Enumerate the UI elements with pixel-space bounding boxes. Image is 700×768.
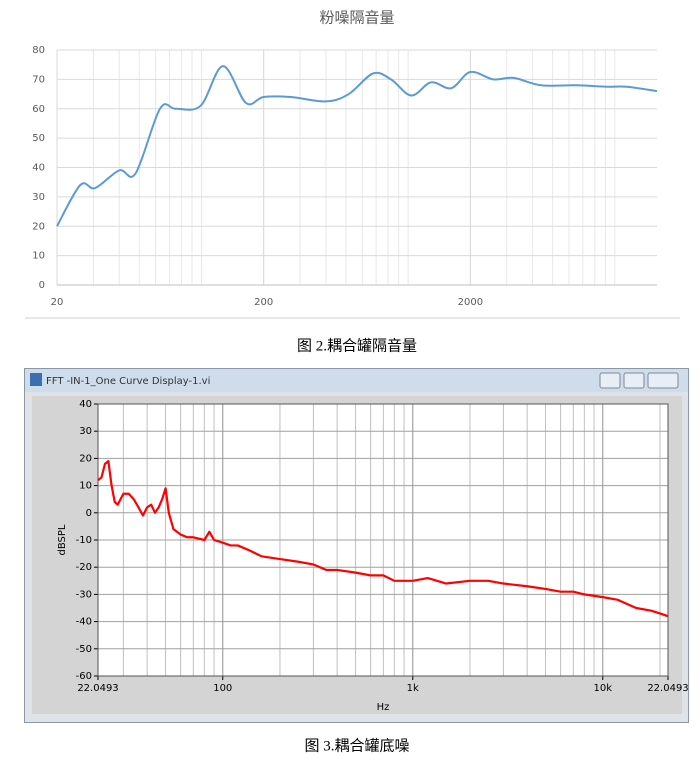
- y-tick-label: 30: [32, 192, 45, 203]
- x-tick-label: 20: [51, 297, 64, 308]
- x-tick-label: 2000: [458, 297, 483, 308]
- y-tick-label: 40: [32, 163, 45, 174]
- y-tick-label: 10: [32, 251, 45, 262]
- x-tick-label: 200: [254, 297, 273, 308]
- y-tick-label: 10: [79, 481, 92, 492]
- x-tick-label: 100: [213, 683, 232, 694]
- x-tick-label: 10k: [593, 683, 612, 694]
- y-tick-label: 50: [32, 133, 45, 144]
- caption: 图 2.耦合罐隔音量: [297, 337, 417, 354]
- y-tick-label: 0: [86, 508, 92, 519]
- y-tick-label: 20: [79, 453, 92, 464]
- y-tick-label: -20: [76, 562, 92, 573]
- caption: 图 3.耦合罐底噪: [304, 737, 409, 754]
- data-line: [97, 460, 669, 618]
- y-tick-label: -10: [76, 535, 92, 546]
- y-tick-label: -60: [76, 671, 92, 682]
- window-title: FFT -IN-1_One Curve Display-1.vi: [46, 376, 210, 387]
- y-tick-label: 80: [32, 45, 45, 56]
- y-axis-label: dBSPL: [57, 524, 68, 555]
- y-tick-label: -30: [76, 589, 92, 600]
- plot-border: [97, 403, 669, 677]
- y-tick-label: 70: [32, 74, 45, 85]
- title-bar: [25, 369, 688, 392]
- y-tick-label: 0: [39, 280, 45, 291]
- close-button[interactable]: [647, 372, 679, 389]
- x-axis-label: Hz: [377, 702, 390, 713]
- y-tick-label: -50: [76, 644, 92, 655]
- y-tick-label: 40: [79, 399, 92, 410]
- x-tick-label: 22.0493: [77, 683, 118, 694]
- chart-title: 粉噪隔音量: [319, 9, 394, 27]
- minimize-button[interactable]: [599, 372, 621, 389]
- x-tick-label: 22.0493: [647, 683, 688, 694]
- y-tick-label: 30: [79, 426, 92, 437]
- y-tick-label: 60: [32, 104, 45, 115]
- maximize-button[interactable]: [623, 372, 645, 389]
- x-tick-label: 1k: [407, 683, 419, 694]
- app-icon: [30, 373, 42, 386]
- y-tick-label: 20: [32, 221, 45, 232]
- data-line: [56, 65, 658, 227]
- y-tick-label: -40: [76, 617, 92, 628]
